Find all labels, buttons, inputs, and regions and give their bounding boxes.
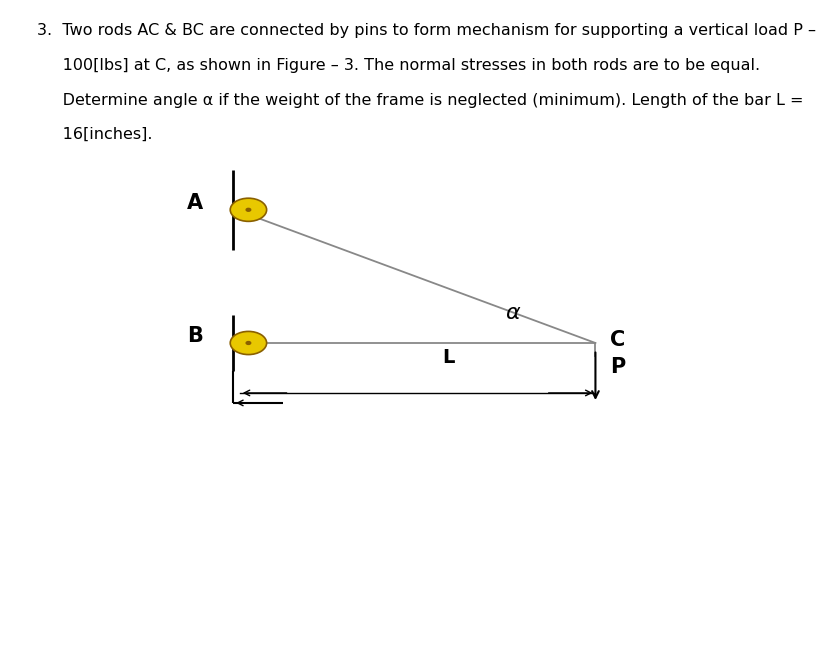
Text: P: P xyxy=(610,357,625,377)
Text: 100[lbs] at C, as shown in Figure – 3. The normal stresses in both rods are to b: 100[lbs] at C, as shown in Figure – 3. T… xyxy=(37,58,760,73)
Text: B: B xyxy=(187,326,203,346)
Text: 16[inches].: 16[inches]. xyxy=(37,127,153,143)
Text: $\alpha$: $\alpha$ xyxy=(504,302,521,324)
Text: C: C xyxy=(610,330,625,350)
Text: 3.  Two rods AC & BC are connected by pins to form mechanism for supporting a ve: 3. Two rods AC & BC are connected by pin… xyxy=(37,23,816,39)
Text: A: A xyxy=(187,193,203,213)
Text: L: L xyxy=(442,348,455,367)
Ellipse shape xyxy=(246,208,251,211)
Text: Determine angle α if the weight of the frame is neglected (minimum). Length of t: Determine angle α if the weight of the f… xyxy=(37,93,804,108)
Ellipse shape xyxy=(230,198,266,221)
Ellipse shape xyxy=(246,342,251,344)
Ellipse shape xyxy=(230,332,266,354)
